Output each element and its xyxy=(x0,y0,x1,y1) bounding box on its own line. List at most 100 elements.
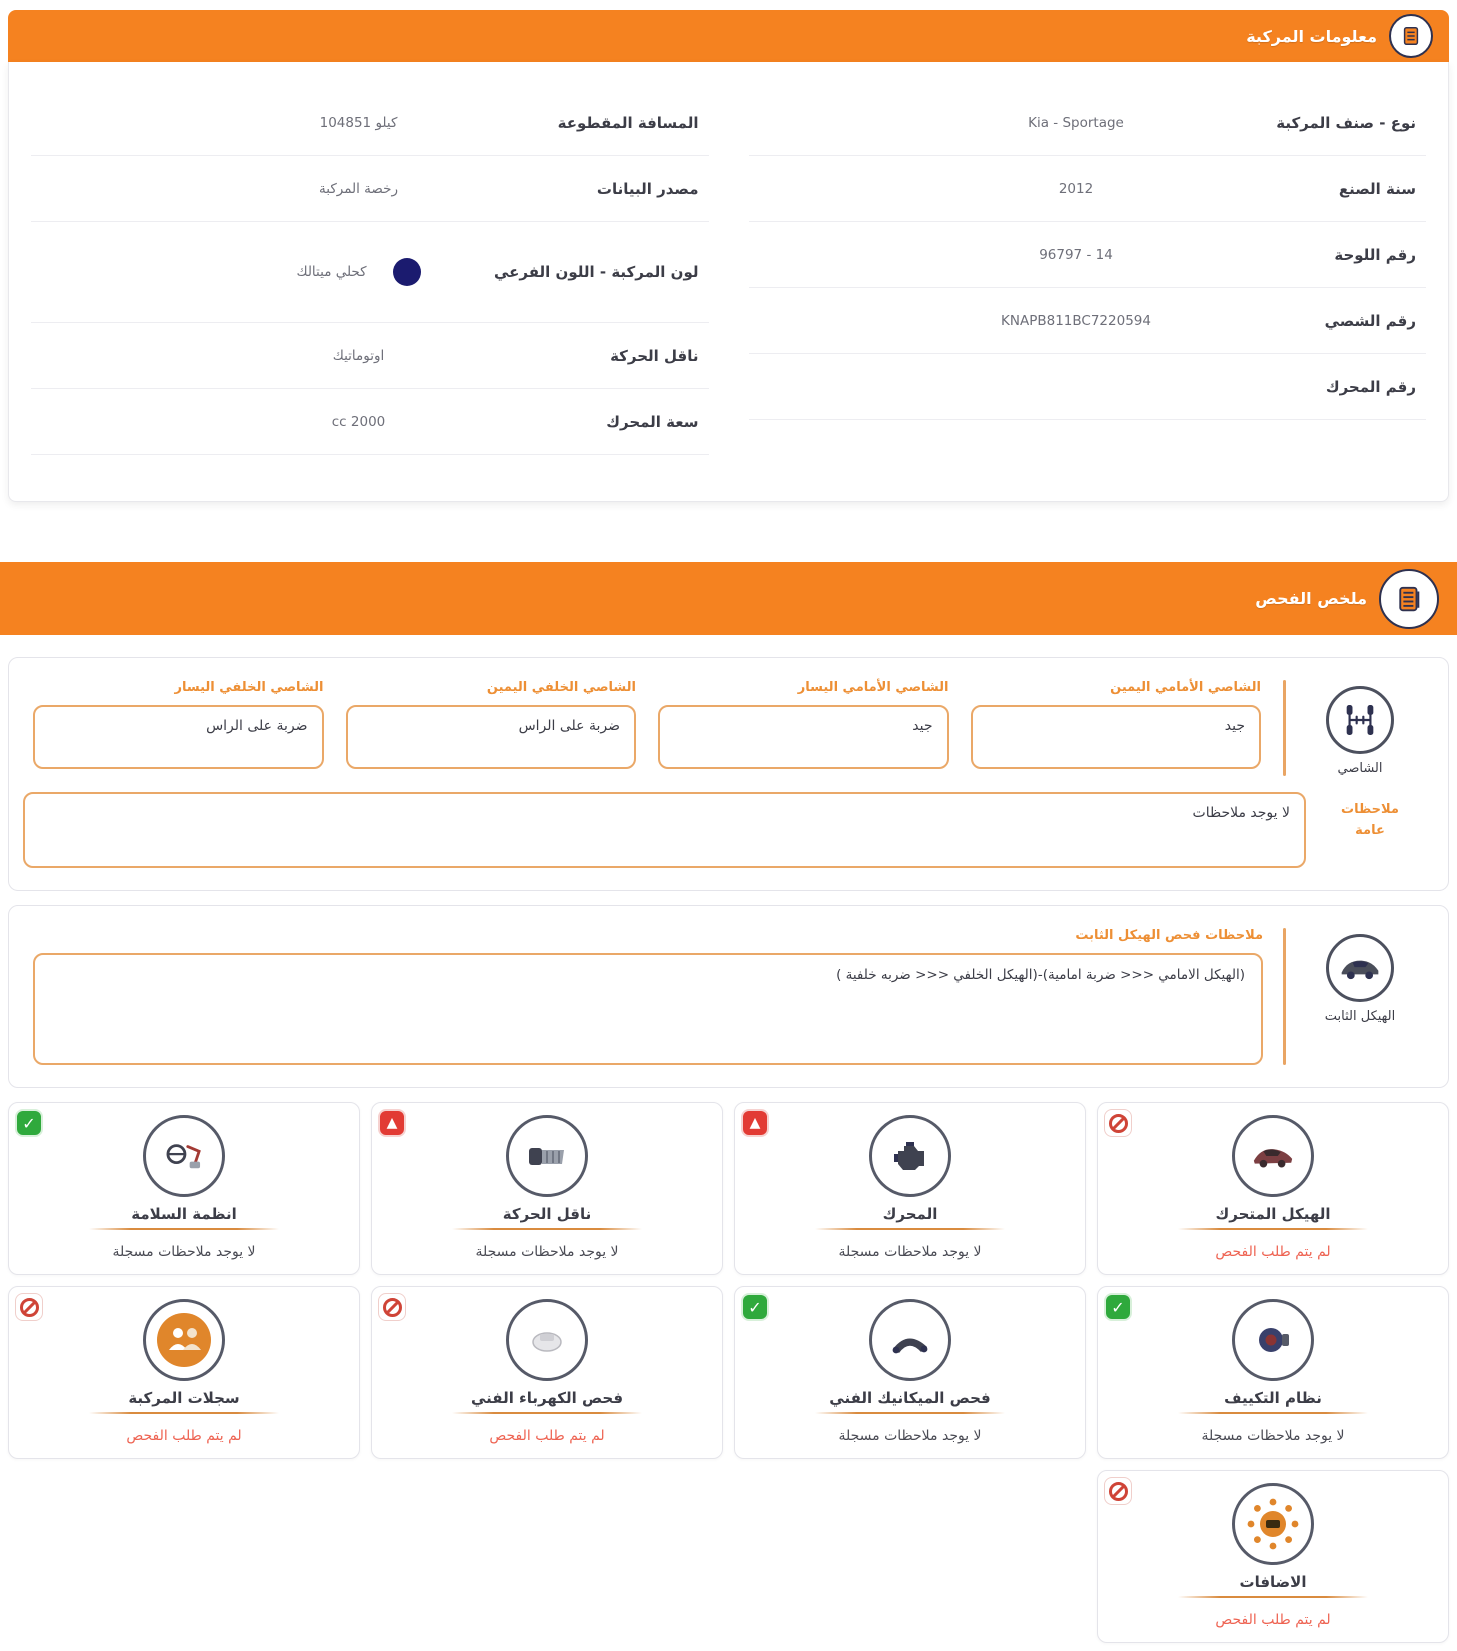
info-row: رقم الشصي KNAPB811BC7220594 xyxy=(748,288,1426,354)
orange-divider xyxy=(1283,928,1286,1065)
field-label: الشاصي الخلفي اليسار xyxy=(174,680,324,695)
check-badge-icon: ✓ xyxy=(15,1109,43,1137)
card-transmission[interactable]: ▲ ناقل الحركة لا يوجد ملاحظات مسجلة xyxy=(371,1102,723,1275)
general-notes-textarea[interactable]: لا يوجد ملاحظات xyxy=(23,792,1306,868)
info-row: رقم اللوحة 96797 - 14 xyxy=(748,222,1426,288)
chassis-field: الشاصي الأمامي اليمين جيد xyxy=(970,680,1261,776)
title-underline xyxy=(452,1228,642,1230)
card-engine[interactable]: ▲ المحرك لا يوجد ملاحظات مسجلة xyxy=(734,1102,1086,1275)
axle-icon xyxy=(1326,686,1394,754)
chassis-icon-column: الشاصي xyxy=(1286,680,1434,776)
card-extras[interactable]: الاضافات لم يتم طلب الفحص xyxy=(1097,1470,1449,1643)
vehicle-color-dot xyxy=(392,258,421,286)
info-row-label: رقم اللوحة xyxy=(1334,245,1416,264)
card-title: ناقل الحركة xyxy=(502,1205,592,1223)
card-mechanic-inspection[interactable]: ✓ فحص الميكانيك الفني لا يوجد ملاحظات مس… xyxy=(734,1286,1086,1459)
info-row-label: لون المركبة - اللون الفرعي xyxy=(494,263,699,281)
vehicle-info-header-band: معلومات المركبة xyxy=(8,10,1449,62)
moving-body-icon xyxy=(1232,1115,1314,1197)
card-note: لم يتم طلب الفحص xyxy=(1215,1612,1331,1628)
field-label: الشاصي الخلفي اليمين xyxy=(486,680,636,695)
inspection-report-page: معلومات المركبة نوع - صنف المركبة Kia - … xyxy=(0,10,1457,1643)
info-row: ناقل الحركة اوتوماتيك xyxy=(31,323,709,389)
section-title: معلومات المركبة xyxy=(1246,26,1377,46)
vehicle-color-name: كحلي ميتالك xyxy=(296,264,367,280)
info-row-label: رقم الشصي xyxy=(1324,311,1416,330)
info-row: نوع - صنف المركبة Kia - Sportage xyxy=(748,90,1426,156)
card-note: لا يوجد ملاحظات مسجلة xyxy=(838,1244,982,1260)
chassis-front-left-input[interactable]: جيد xyxy=(658,705,949,769)
info-row: رقم المحرك xyxy=(748,354,1426,420)
card-note: لا يوجد ملاحظات مسجلة xyxy=(475,1244,619,1260)
vehicle-records-icon xyxy=(143,1299,225,1381)
info-row-value: اوتوماتيك xyxy=(332,347,385,364)
vehicle-info-left-column: المسافة المقطوعة 104851 كيلو مصدر البيان… xyxy=(19,90,721,455)
info-row-value: KNAPB811BC7220594 xyxy=(1001,312,1151,329)
info-row-value: رخصة المركبة xyxy=(319,180,398,197)
vehicle-info-right-column: نوع - صنف المركبة Kia - Sportage سنة الص… xyxy=(737,90,1439,455)
check-badge-icon: ✓ xyxy=(741,1293,769,1321)
info-row: مصدر البيانات رخصة المركبة xyxy=(31,156,709,222)
card-electric-inspection[interactable]: فحص الكهرباء الفني لم يتم طلب الفحص xyxy=(371,1286,723,1459)
chassis-rear-right-input[interactable]: ضربة على الراس xyxy=(345,705,636,769)
chassis-icon-label: الشاصي xyxy=(1337,761,1383,776)
extras-icon xyxy=(1232,1483,1314,1565)
card-note: لم يتم طلب الفحص xyxy=(126,1428,242,1444)
info-row-label: مصدر البيانات xyxy=(596,179,699,198)
transmission-icon xyxy=(506,1115,588,1197)
card-ac-system[interactable]: ✓ نظام التكييف لا يوجد ملاحظات مسجلة xyxy=(1097,1286,1449,1459)
info-row-value: كحلي ميتالك xyxy=(244,258,474,286)
card-note: لا يوجد ملاحظات مسجلة xyxy=(1201,1428,1345,1444)
car-body-icon xyxy=(1326,934,1394,1002)
card-title: فحص الميكانيك الفني xyxy=(829,1389,991,1407)
card-title: سجلات المركبة xyxy=(128,1389,240,1407)
info-row-label: المسافة المقطوعة xyxy=(557,113,699,132)
info-row-label: ناقل الحركة xyxy=(610,346,699,365)
check-badge-icon: ✓ xyxy=(1104,1293,1132,1321)
fixed-body-icon-column: الهيكل الثابت xyxy=(1286,928,1434,1065)
title-underline xyxy=(89,1228,279,1230)
info-row-value: 96797 - 14 xyxy=(1039,246,1113,263)
card-note: لا يوجد ملاحظات مسجلة xyxy=(838,1428,982,1444)
card-safety-systems[interactable]: ✓ انظمة السلامة لا يوجد ملاحظات مسجلة xyxy=(8,1102,360,1275)
card-title: الهيكل المتحرك xyxy=(1215,1205,1331,1223)
checklist-icon xyxy=(1379,568,1439,629)
engine-icon xyxy=(869,1115,951,1197)
section-title: ملخص الفحص xyxy=(1255,589,1367,608)
info-row-value: Kia - Sportage xyxy=(1028,114,1124,131)
chassis-field: الشاصي الأمامي اليسار جيد xyxy=(658,680,949,776)
general-notes-label: ملاحظات عامة xyxy=(1341,802,1399,838)
chassis-field: الشاصي الخلفي اليسار ضربة على الراس xyxy=(33,680,324,776)
inspection-summary-header-band: ملخص الفحص xyxy=(0,562,1457,635)
card-note: لم يتم طلب الفحص xyxy=(489,1428,605,1444)
not-requested-badge-icon xyxy=(378,1293,406,1321)
orange-divider xyxy=(1283,680,1286,776)
title-underline xyxy=(815,1228,1005,1230)
ac-system-icon xyxy=(1232,1299,1314,1381)
chassis-fields: الشاصي الأمامي اليمين جيد الشاصي الأمامي… xyxy=(23,680,1283,776)
chassis-front-right-input[interactable]: جيد xyxy=(970,705,1261,769)
safety-systems-icon xyxy=(143,1115,225,1197)
info-row: سنة الصنع 2012 xyxy=(748,156,1426,222)
card-moving-body[interactable]: الهيكل المتحرك لم يتم طلب الفحص xyxy=(1097,1102,1449,1275)
title-underline xyxy=(1178,1228,1368,1230)
info-row-label: سنة الصنع xyxy=(1338,179,1416,198)
title-underline xyxy=(1178,1596,1368,1598)
info-row: سعة المحرك cc 2000 xyxy=(31,389,709,455)
card-title: نظام التكييف xyxy=(1224,1389,1322,1407)
warning-badge-icon: ▲ xyxy=(741,1109,769,1137)
card-title: المحرك xyxy=(882,1205,938,1223)
card-note: لم يتم طلب الفحص xyxy=(1215,1244,1331,1260)
card-title: فحص الكهرباء الفني xyxy=(470,1389,624,1407)
fixed-body-icon-label: الهيكل الثابت xyxy=(1324,1009,1396,1024)
clipboard-icon xyxy=(1389,14,1433,58)
fixed-body-notes-textarea[interactable]: (الهيكل الامامي <<< ضربة امامية)-(الهيكل… xyxy=(33,953,1263,1065)
not-requested-badge-icon xyxy=(15,1293,43,1321)
chassis-rear-left-input[interactable]: ضربة على الراس xyxy=(33,705,324,769)
electric-inspection-icon xyxy=(506,1299,588,1381)
title-underline xyxy=(452,1412,642,1414)
info-row-value: 104851 كيلو xyxy=(319,114,398,131)
title-underline xyxy=(89,1412,279,1414)
field-label: الشاصي الأمامي اليسار xyxy=(797,680,949,695)
card-vehicle-records[interactable]: سجلات المركبة لم يتم طلب الفحص xyxy=(8,1286,360,1459)
